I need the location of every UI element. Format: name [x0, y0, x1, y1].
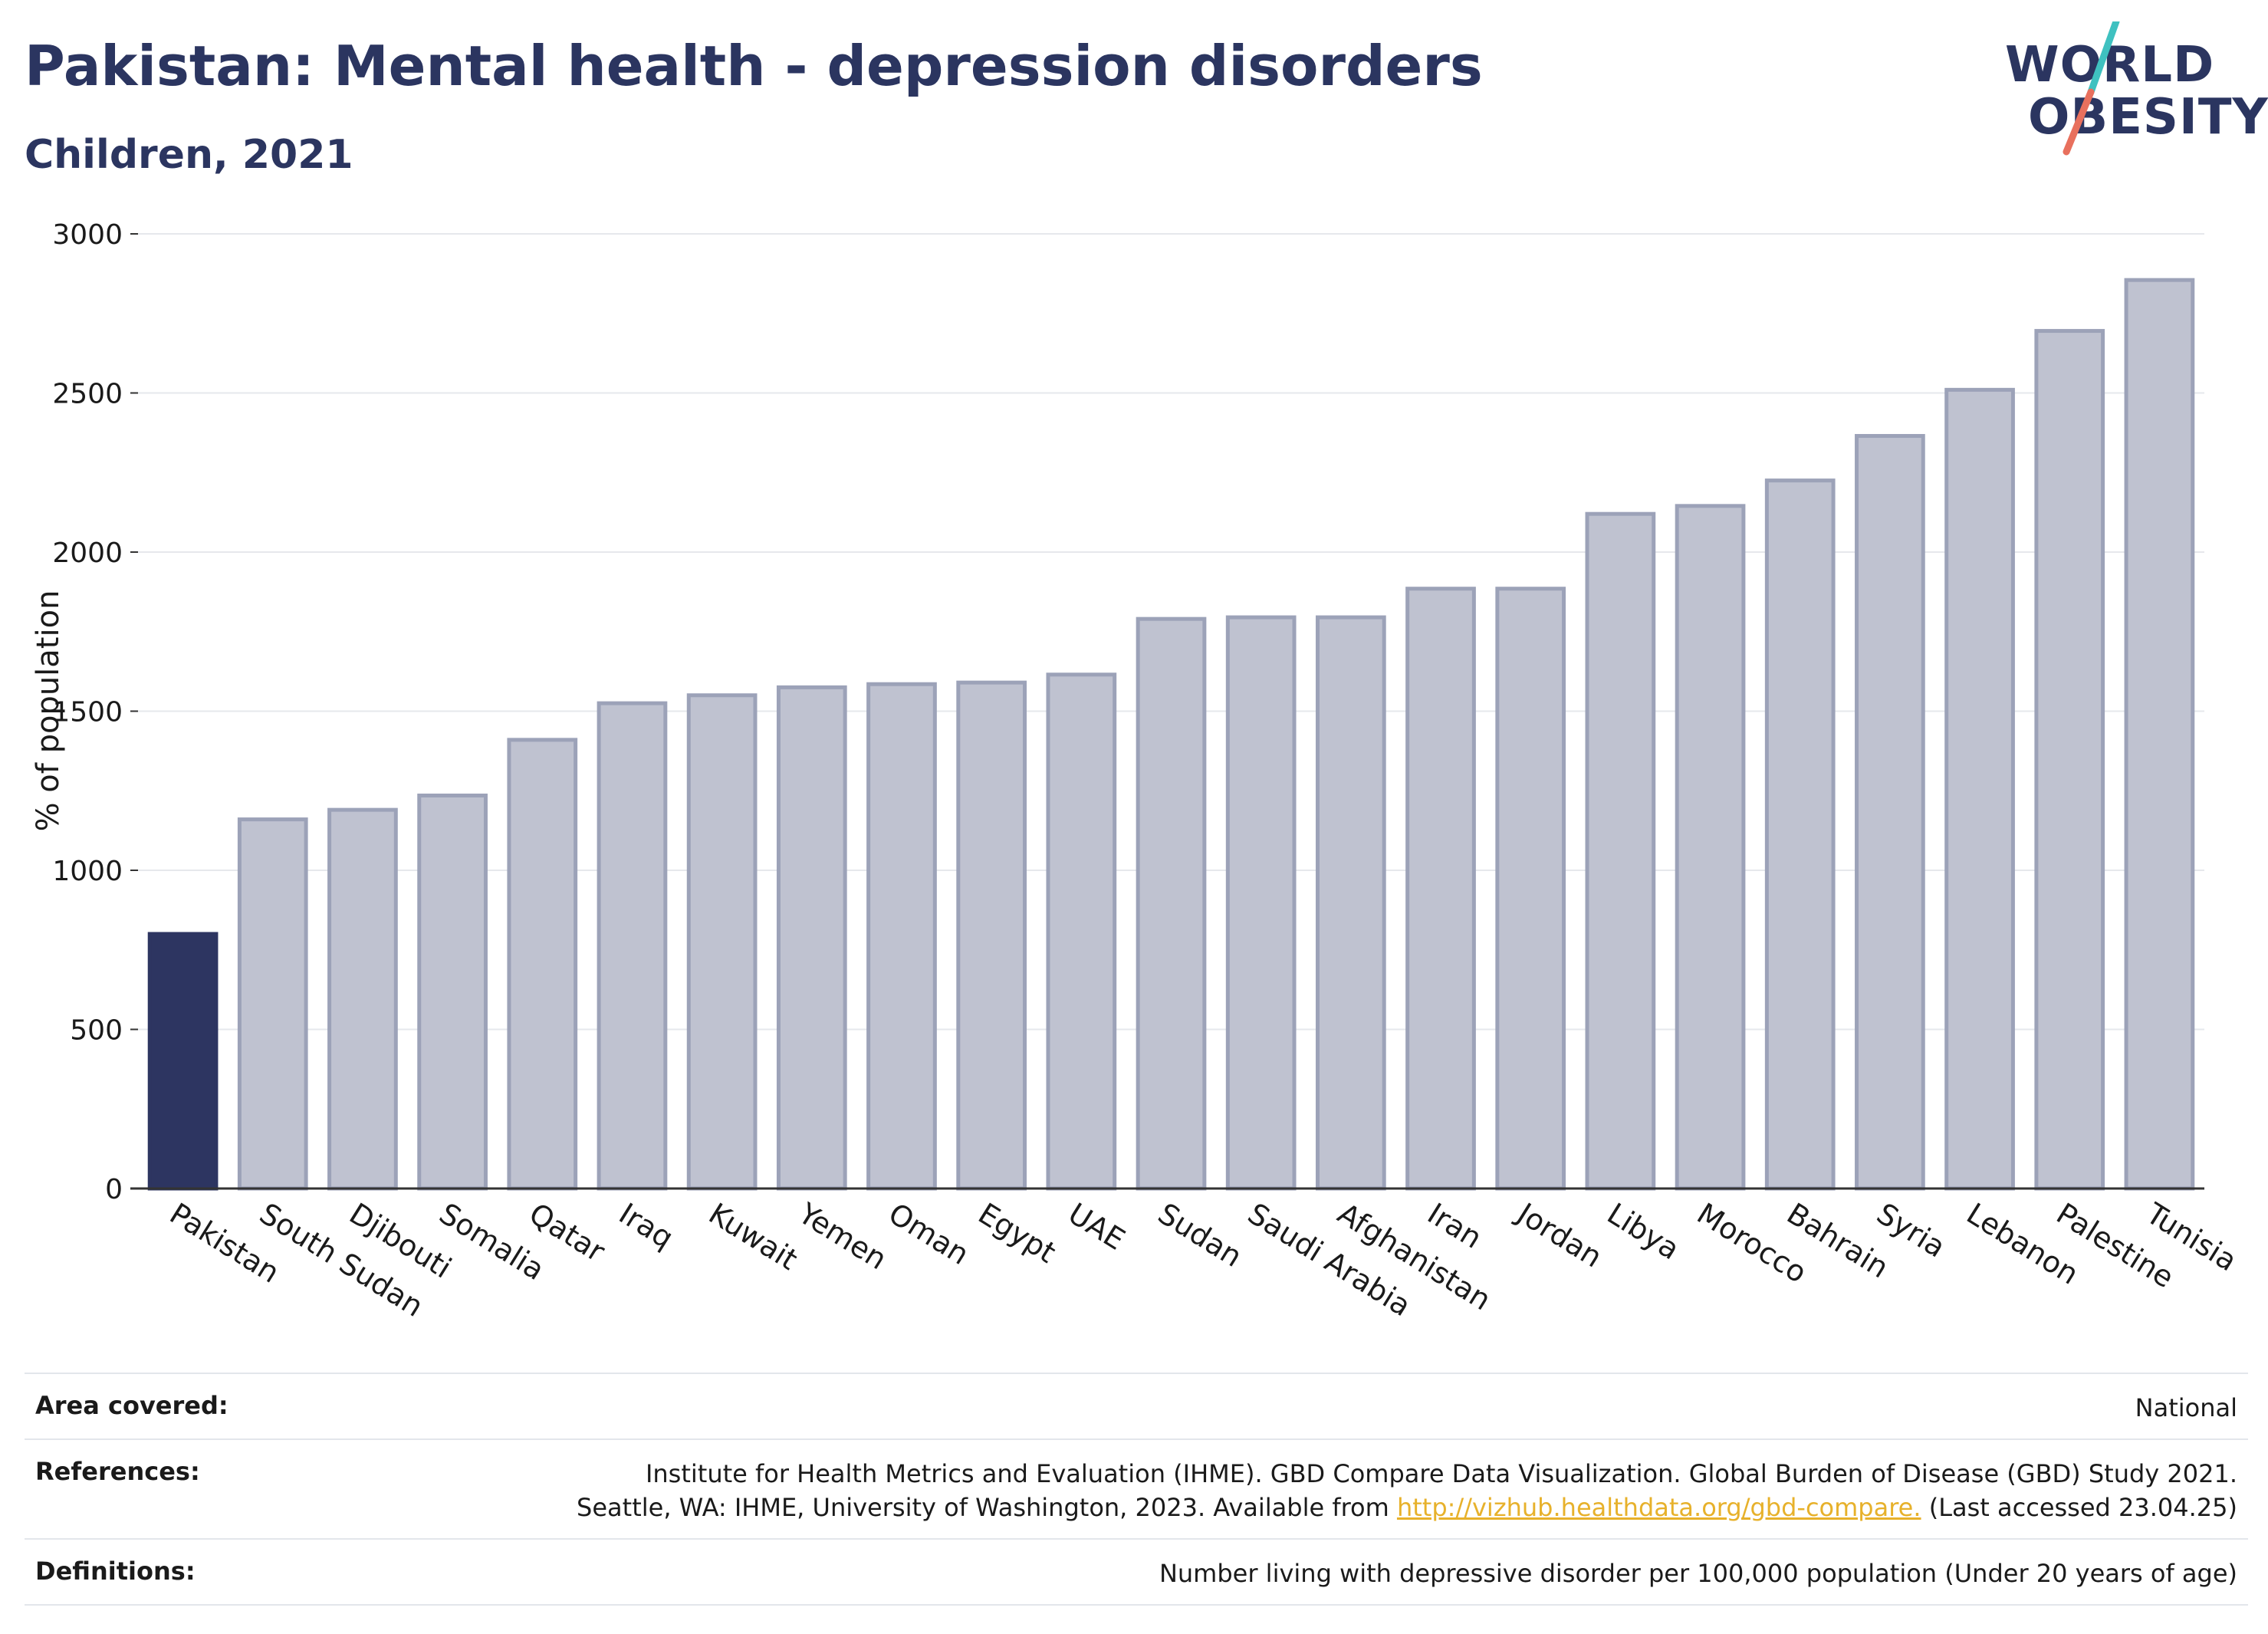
area-covered-label: Area covered: — [35, 1391, 228, 1420]
bar — [2034, 329, 2105, 1191]
bar — [2124, 278, 2195, 1191]
bar — [1405, 587, 1476, 1191]
bar — [1315, 615, 1386, 1191]
chart-footer: Area covered: National References: Insti… — [25, 1373, 2248, 1606]
x-tick-label: Libya — [1602, 1196, 1685, 1266]
footer-row-area: Area covered: National — [25, 1373, 2248, 1438]
bar — [147, 932, 219, 1191]
references-label: References: — [35, 1457, 200, 1486]
bar — [686, 693, 758, 1191]
y-tick-label: 0 — [105, 1174, 123, 1205]
world-obesity-logo: WORLD OBESITY — [2005, 21, 2268, 159]
y-axis-label: % of population — [31, 590, 66, 832]
chart-subtitle: Children, 2021 — [25, 132, 353, 178]
x-tick-label: Iran — [1422, 1196, 1487, 1255]
y-tick-label: 500 — [70, 1015, 123, 1047]
footer-row-definitions: Definitions: Number living with depressi… — [25, 1538, 2248, 1606]
y-tick-label: 2500 — [52, 379, 123, 410]
y-tick-label: 1500 — [52, 697, 123, 728]
references-line1: Institute for Health Metrics and Evaluat… — [645, 1459, 2237, 1488]
bar — [507, 738, 578, 1191]
chart-title: Pakistan: Mental health - depression dis… — [25, 34, 1483, 98]
definitions-label: Definitions: — [35, 1557, 196, 1586]
bar — [1855, 434, 1925, 1191]
references-accessed: (Last accessed 23.04.25) — [1921, 1493, 2237, 1522]
x-tick-label: Sudan — [1152, 1196, 1248, 1274]
bar — [866, 682, 937, 1191]
bar — [1046, 672, 1117, 1191]
x-tick-label: Iraq — [613, 1196, 679, 1255]
logo-slash-icon — [2063, 21, 2120, 156]
definitions-value: Number living with depressive disorder p… — [1159, 1559, 2237, 1588]
x-tick-label: UAE — [1063, 1196, 1131, 1257]
footer-row-references: References: Institute for Health Metrics… — [25, 1438, 2248, 1538]
references-line2: Seattle, WA: IHME, University of Washing… — [577, 1493, 1397, 1522]
bar — [1136, 616, 1207, 1191]
bar — [1944, 387, 2015, 1191]
bar — [417, 793, 488, 1191]
bar — [1764, 478, 1836, 1191]
bar — [1675, 504, 1746, 1191]
y-tick-label: 3000 — [52, 219, 123, 251]
x-tick-label: Yemen — [792, 1196, 892, 1277]
y-tick-label: 2000 — [52, 538, 123, 569]
x-tick-label: Oman — [883, 1196, 975, 1271]
area-covered-value: National — [2135, 1393, 2237, 1422]
bar — [597, 701, 668, 1191]
x-tick-label: Jordan — [1510, 1195, 1609, 1274]
x-tick-label: Egypt — [972, 1196, 1061, 1269]
bar — [1225, 615, 1297, 1191]
logo-word-2: OBESITY — [2028, 89, 2268, 146]
bar — [1495, 587, 1566, 1191]
y-tick-label: 1000 — [52, 856, 123, 887]
x-tick-label: Kuwait — [703, 1196, 804, 1277]
bar — [956, 680, 1027, 1191]
bar — [1585, 511, 1656, 1191]
bar — [237, 817, 308, 1191]
references-value: Institute for Health Metrics and Evaluat… — [577, 1457, 2237, 1524]
bar — [327, 807, 398, 1191]
references-link[interactable]: http://vizhub.healthdata.org/gbd-compare… — [1396, 1493, 1921, 1522]
bar — [776, 685, 847, 1191]
